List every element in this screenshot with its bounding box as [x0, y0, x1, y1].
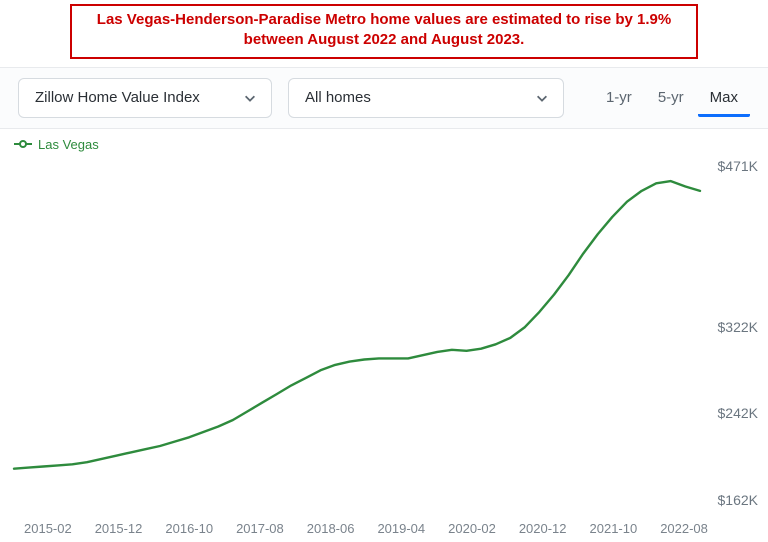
y-tick-label: $242K — [718, 405, 758, 421]
y-tick-label: $471K — [718, 158, 758, 174]
y-tick-label: $162K — [718, 492, 758, 508]
time-range-tabs: 1-yr 5-yr Max — [594, 79, 750, 117]
chevron-down-icon — [243, 91, 257, 105]
y-tick-label: $322K — [718, 319, 758, 335]
x-tick-label: 2016-10 — [165, 521, 213, 536]
line-chart — [0, 154, 768, 542]
range-tab-1yr[interactable]: 1-yr — [594, 79, 644, 117]
metric-dropdown-label: Zillow Home Value Index — [35, 89, 200, 106]
x-tick-label: 2018-06 — [307, 521, 355, 536]
forecast-callout: Las Vegas-Henderson-Paradise Metro home … — [70, 4, 698, 59]
x-tick-label: 2020-02 — [448, 521, 496, 536]
range-tab-max[interactable]: Max — [698, 79, 750, 117]
chart-area: $471K $322K $242K $162K 2015-02 2015-12 2016-… — [0, 154, 768, 542]
x-tick-label: 2019-04 — [377, 521, 425, 536]
range-tab-5yr[interactable]: 5-yr — [646, 79, 696, 117]
legend-marker-icon — [14, 139, 32, 149]
metric-dropdown[interactable]: Zillow Home Value Index — [18, 78, 272, 118]
legend-series-label: Las Vegas — [38, 137, 99, 152]
x-tick-label: 2015-12 — [95, 521, 143, 536]
forecast-text: Las Vegas-Henderson-Paradise Metro home … — [92, 10, 676, 51]
x-tick-label: 2022-08 — [660, 521, 708, 536]
chart-legend: Las Vegas — [0, 129, 768, 154]
chart-controls: Zillow Home Value Index All homes 1-yr 5… — [0, 67, 768, 129]
x-axis-ticks: 2015-02 2015-12 2016-10 2017-08 2018-06 2019-… — [0, 521, 768, 536]
x-tick-label: 2015-02 — [24, 521, 72, 536]
x-tick-label: 2020-12 — [519, 521, 567, 536]
x-tick-label: 2021-10 — [590, 521, 638, 536]
home-type-dropdown-label: All homes — [305, 89, 371, 106]
x-tick-label: 2017-08 — [236, 521, 284, 536]
chevron-down-icon — [535, 91, 549, 105]
home-type-dropdown[interactable]: All homes — [288, 78, 564, 118]
